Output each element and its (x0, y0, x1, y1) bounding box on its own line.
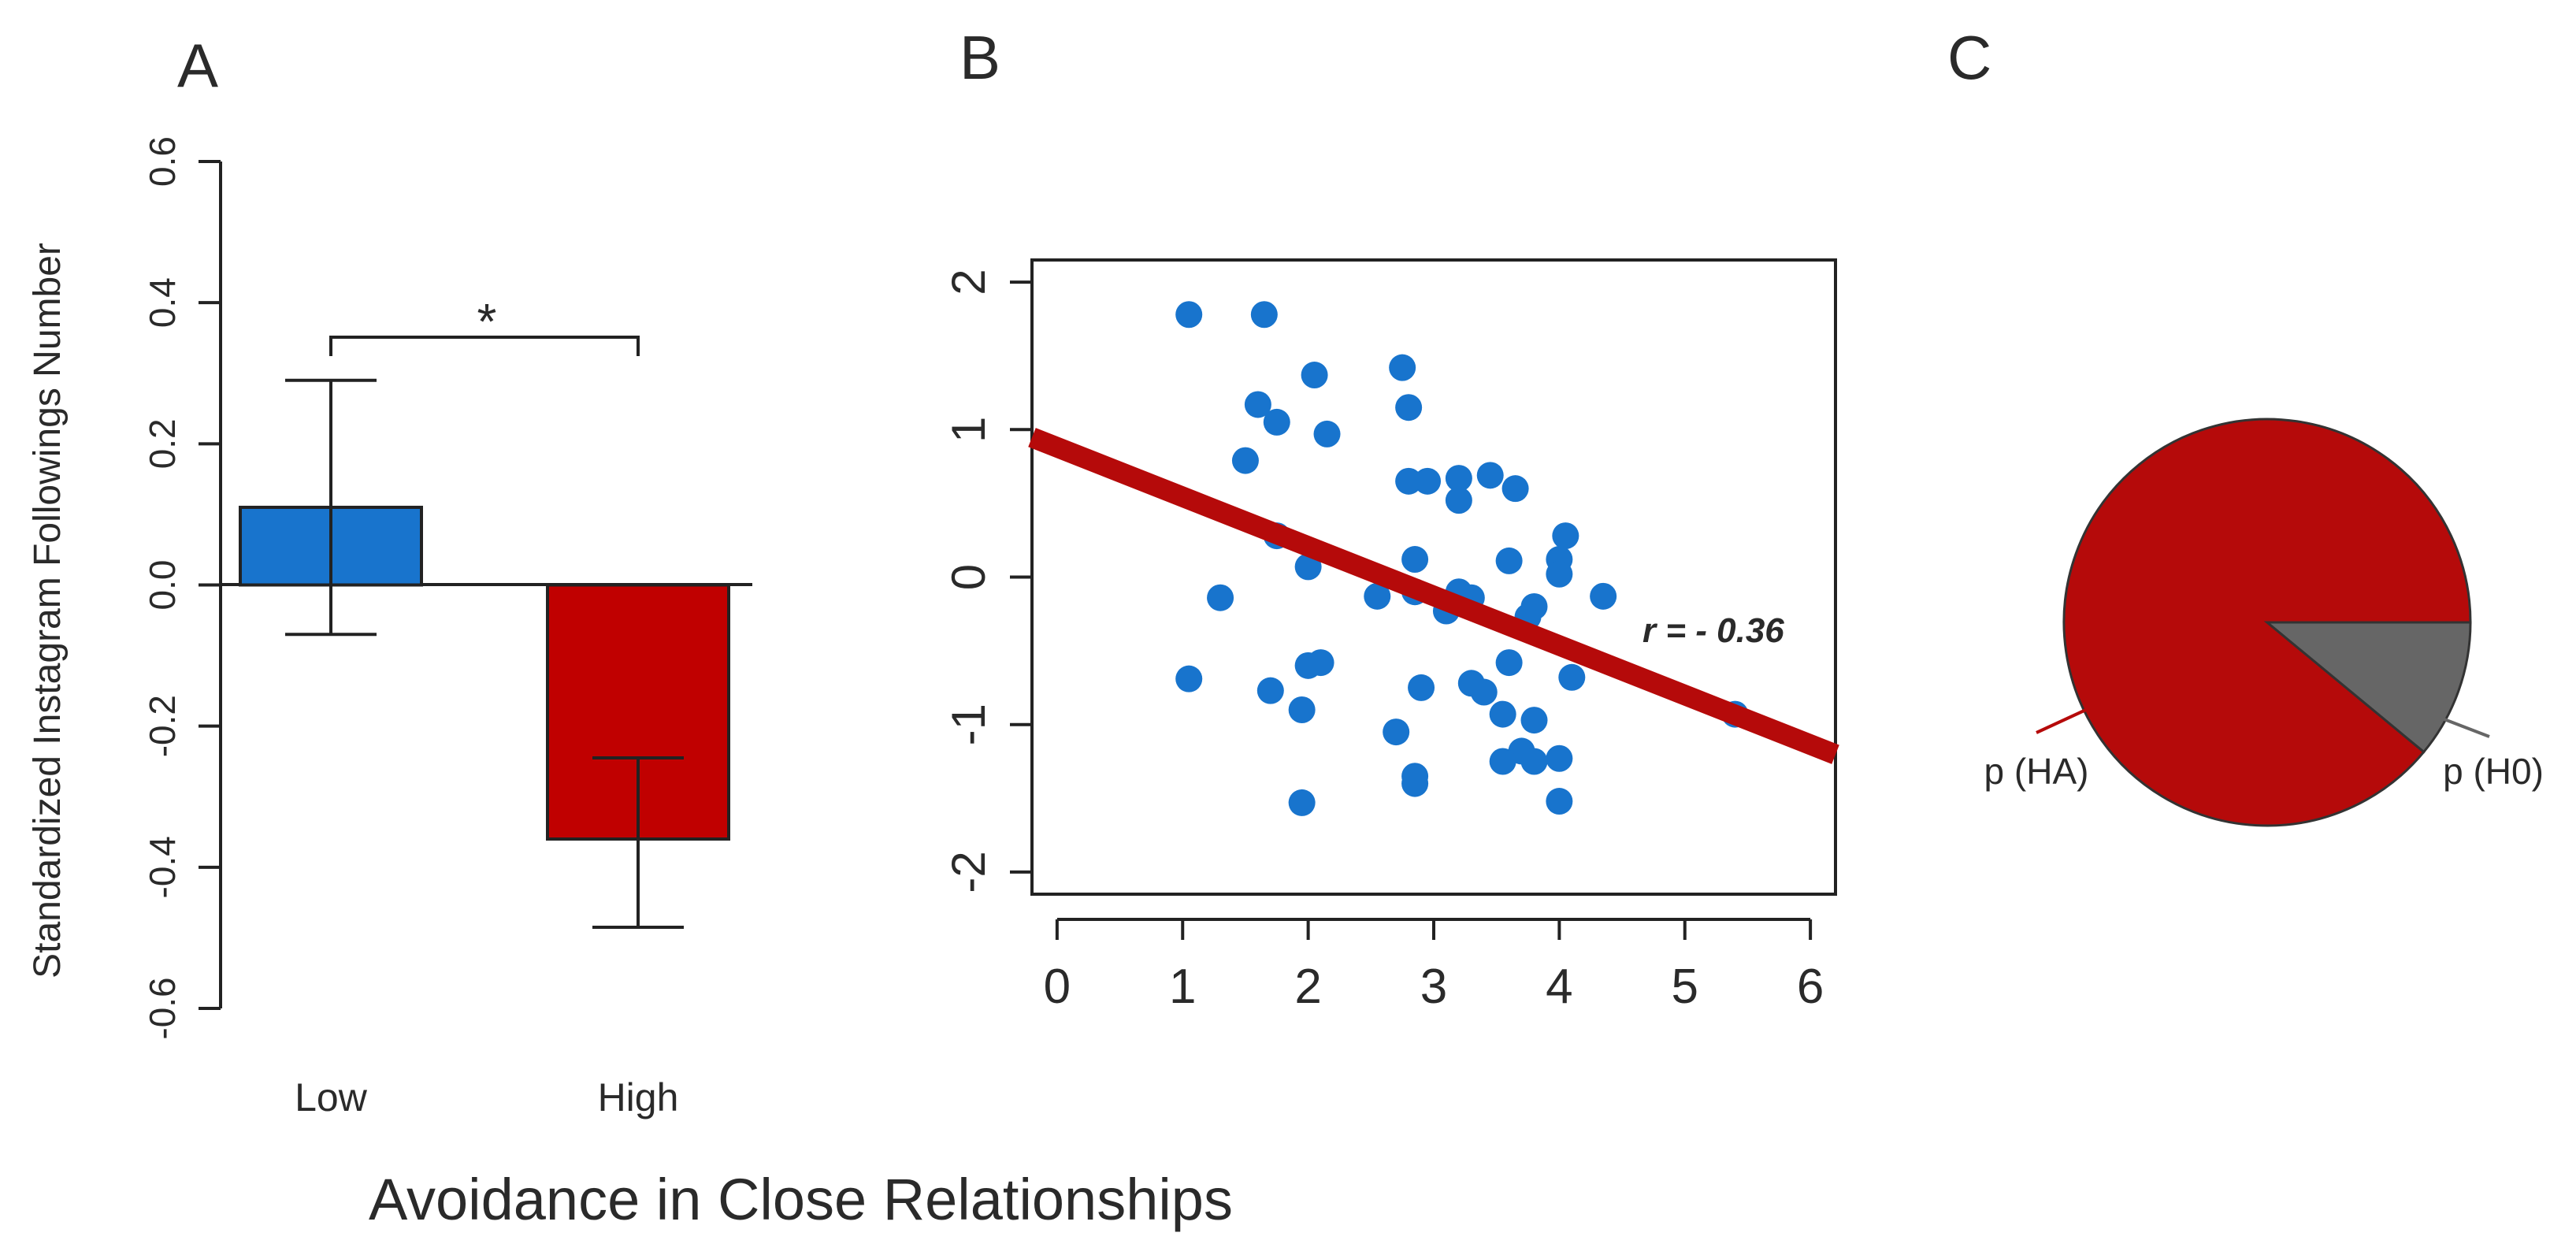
panel-b-x-tick-label: 4 (1546, 960, 1572, 1014)
panel-b-y-tick-label: -2 (942, 851, 995, 893)
panel-a-x-labels: Low High (295, 1075, 678, 1119)
scatter-point (1175, 301, 1203, 329)
correlation-annotation: r = - 0.36 (1642, 611, 1784, 650)
panel-b-y-tick-label: 1 (942, 417, 995, 443)
scatter-point (1294, 553, 1322, 581)
scatter-point (1401, 770, 1429, 797)
scatter-point (1520, 707, 1548, 734)
scatter-point (1470, 678, 1498, 706)
scatter-point (1558, 663, 1586, 691)
panel-a-y-tick-label: -0.4 (142, 836, 183, 898)
pie-slice-h0 (2263, 621, 2472, 754)
scatter-point (1364, 582, 1391, 610)
scatter-point (1520, 748, 1548, 775)
significance-bracket (329, 336, 640, 356)
scatter-point (1408, 674, 1435, 701)
scatter-point (1590, 582, 1617, 610)
panel-a-bars (239, 505, 730, 841)
panel-a-y-axis-label: Standardized Instagram Followings Number (27, 243, 69, 978)
scatter-point (1313, 420, 1341, 447)
scatter-point (1395, 467, 1423, 495)
panel-a-x-tick-label: High (598, 1075, 679, 1119)
scatter-point (1501, 475, 1529, 503)
panel-b-plot-frame (1030, 258, 1837, 896)
pie-label-leader-ha (2036, 707, 2088, 734)
scatter-point (1495, 649, 1523, 677)
scatter-point (1301, 362, 1328, 389)
panel-b-x-ticks: 0 1 2 3 4 5 6 (1044, 918, 1824, 1014)
panel-a-y-tick-label: 0.6 (142, 136, 183, 187)
scatter-point (1256, 677, 1284, 704)
panel-b-x-tick-label: 6 (1797, 960, 1824, 1014)
panel-b-x-tick-label: 5 (1672, 960, 1698, 1014)
panel-b-scatter-plot: 2 1 0 -1 -2 0 1 2 3 4 5 6 r = - 0.36 (942, 258, 1839, 1014)
scatter-point (1445, 487, 1472, 514)
panel-b-x-tick-label: 2 (1294, 960, 1321, 1014)
scatter-point (1383, 718, 1410, 746)
panel-b-x-tick-label: 0 (1044, 960, 1071, 1014)
panel-b-y-tick-label: -1 (942, 704, 995, 745)
scatter-point (1546, 744, 1573, 772)
panel-a-y-tick-label: -0.2 (142, 695, 183, 757)
scatter-point (1445, 465, 1472, 492)
panel-a-x-tick-label: Low (295, 1075, 368, 1119)
scatter-point (1414, 467, 1442, 495)
panel-a-bar-chart: 0.6 0.4 0.2 0.0 -0.2 -0.4 -0.6 * Low High Stand… (27, 136, 752, 1119)
scatter-point (1546, 788, 1573, 815)
panel-a-y-tick-label: 0.4 (142, 277, 183, 328)
scatter-point (1546, 560, 1573, 588)
scatter-point (1401, 546, 1429, 574)
panel-a-y-tick-label: -0.6 (142, 977, 183, 1039)
scatter-point (1263, 408, 1290, 436)
pie-label-leader-h0 (2437, 715, 2490, 738)
panel-b-points (1175, 301, 1749, 816)
regression-line (1028, 428, 1839, 764)
panel-b-x-tick-label: 3 (1420, 960, 1447, 1014)
scatter-point (1207, 584, 1234, 611)
panel-b-x-tick-label: 1 (1169, 960, 1196, 1014)
scatter-point (1552, 522, 1579, 550)
panel-c-pie-chart: p (HA) p (H0) (1984, 418, 2544, 827)
scatter-point (1231, 447, 1259, 474)
scatter-point (1495, 547, 1523, 574)
panel-b-label: B (960, 23, 1000, 92)
scatter-point (1250, 301, 1278, 329)
panel-b-y-ticks: 2 1 0 -1 -2 (942, 269, 1032, 893)
pie-label-ha: p (HA) (1984, 751, 2089, 792)
panel-a-error-bars (285, 378, 684, 929)
panel-c-label: C (1947, 23, 1991, 92)
scatter-point (1389, 354, 1416, 381)
panel-a-y-tick-label: 0.0 (142, 560, 183, 611)
panel-a-y-tick-label: 0.2 (142, 418, 183, 469)
scatter-point (1288, 696, 1316, 723)
panel-a-y-ticks: 0.6 0.4 0.2 0.0 -0.2 -0.4 -0.6 (142, 136, 221, 1040)
significance-star: * (477, 293, 497, 350)
scatter-point (1307, 649, 1334, 677)
panel-b-y-tick-label: 2 (942, 269, 995, 295)
panel-a-label: A (177, 31, 218, 100)
scatter-point (1395, 394, 1423, 421)
panel-b-y-tick-label: 0 (942, 564, 995, 590)
scatter-point (1489, 700, 1516, 728)
shared-x-axis-label: Avoidance in Close Relationships (369, 1167, 1233, 1232)
scatter-point (1476, 462, 1504, 489)
pie-slices (2062, 418, 2472, 827)
scatter-point (1244, 391, 1271, 418)
scatter-point (1288, 789, 1316, 816)
scatter-point (1489, 748, 1516, 775)
pie-label-h0: p (H0) (2443, 751, 2544, 792)
scatter-point (1175, 665, 1203, 692)
